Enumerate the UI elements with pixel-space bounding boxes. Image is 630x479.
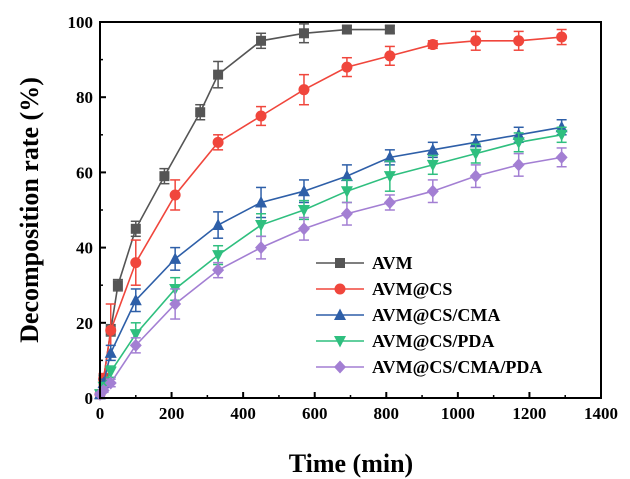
data-point — [555, 129, 568, 142]
data-point — [556, 31, 568, 43]
y-tick-label: 60 — [76, 163, 93, 182]
legend: AVM AVM@CS AVM@CS/CMA AVM@CS/PDA AVM@CS/CMA/… — [316, 253, 542, 377]
legend-item: AVM@CS — [316, 279, 452, 299]
data-point — [426, 143, 439, 155]
legend-item: AVM — [316, 253, 413, 273]
data-point — [112, 280, 123, 291]
legend-item: AVM@CS/CMA/PDA — [316, 357, 542, 377]
data-point — [512, 137, 525, 149]
data-point — [212, 263, 225, 277]
series-line — [99, 126, 562, 395]
data-point — [298, 84, 310, 96]
data-point — [169, 252, 182, 264]
data-point — [341, 24, 352, 35]
y-tick-label: 20 — [76, 314, 93, 333]
data-point — [555, 150, 568, 164]
data-point — [340, 207, 353, 221]
data-point — [130, 223, 141, 234]
data-point — [384, 24, 395, 35]
series-line — [99, 156, 562, 395]
data-point — [427, 39, 439, 51]
data-point — [130, 257, 142, 269]
data-point — [104, 376, 117, 390]
data-point — [212, 136, 224, 148]
data-point — [169, 297, 182, 311]
data-point — [383, 195, 396, 209]
x-axis-title: Time (min) — [289, 449, 413, 478]
data-point — [383, 150, 396, 163]
data-point — [104, 366, 117, 379]
legend-label: AVM@CS/CMA — [372, 305, 500, 325]
legend-marker — [334, 360, 346, 374]
data-point — [255, 195, 268, 208]
legend-marker — [334, 283, 346, 295]
data-point — [513, 35, 525, 47]
data-point — [512, 158, 525, 172]
data-point — [195, 107, 206, 118]
data-point — [298, 28, 309, 39]
data-point — [297, 184, 310, 197]
data-point — [256, 35, 267, 46]
data-point — [159, 171, 170, 182]
data-point — [255, 220, 268, 232]
data-point — [470, 35, 482, 47]
series-layer — [94, 23, 568, 401]
x-tick-label: 1200 — [512, 404, 546, 423]
data-point — [255, 110, 267, 122]
legend-item: AVM@CS/CMA — [316, 305, 500, 325]
y-tick-label: 0 — [85, 389, 94, 408]
x-tick-label: 400 — [230, 404, 256, 423]
data-point — [384, 50, 396, 62]
data-point — [426, 159, 439, 172]
series-avm-cs — [94, 28, 568, 400]
legend-label: AVM — [372, 253, 413, 273]
data-point — [129, 293, 142, 306]
data-point — [104, 346, 117, 358]
x-tick-label: 600 — [302, 404, 328, 423]
axes: 0 200 400 600 800 1000 1200 1400 0 20 40 60 80 100 — [68, 13, 619, 423]
data-point — [383, 171, 396, 183]
legend-marker — [334, 336, 346, 348]
x-tick-label: 800 — [374, 404, 400, 423]
y-tick-label: 100 — [68, 13, 94, 32]
legend-label: AVM@CS/CMA/PDA — [372, 357, 542, 377]
data-point — [105, 324, 117, 336]
series-line — [99, 36, 562, 395]
legend-label: AVM@CS/PDA — [372, 331, 494, 351]
data-point — [297, 222, 310, 236]
data-point — [469, 148, 482, 161]
data-point — [341, 61, 353, 73]
data-point — [212, 218, 225, 231]
data-point — [255, 241, 268, 255]
data-point — [340, 186, 353, 198]
y-axis-title: Decomposition rate (%) — [15, 77, 44, 343]
data-point — [212, 250, 225, 262]
y-tick-label: 80 — [76, 88, 93, 107]
legend-marker — [334, 308, 346, 320]
data-point — [297, 205, 310, 217]
x-tick-label: 200 — [159, 404, 185, 423]
y-tick-label: 40 — [76, 239, 93, 258]
legend-label: AVM@CS — [372, 279, 452, 299]
legend-marker — [335, 258, 345, 268]
data-point — [469, 169, 482, 183]
x-tick-label: 0 — [96, 404, 105, 423]
data-point — [169, 189, 181, 201]
data-point — [426, 184, 439, 198]
data-point — [213, 69, 224, 80]
data-point — [129, 338, 142, 352]
x-tick-label: 1400 — [584, 404, 618, 423]
data-point — [340, 169, 353, 182]
legend-item: AVM@CS/PDA — [316, 331, 494, 351]
data-point — [129, 329, 142, 341]
x-tick-label: 1000 — [441, 404, 475, 423]
